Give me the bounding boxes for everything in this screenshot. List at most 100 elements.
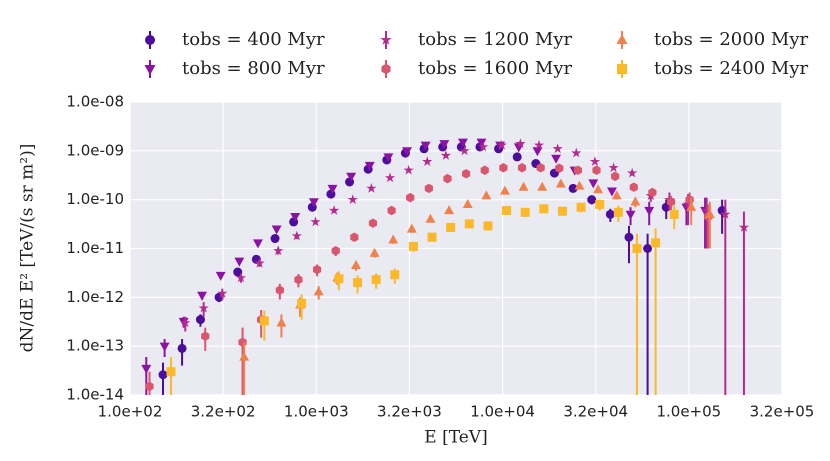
legend-label: tobs = 1600 Myr — [418, 58, 572, 79]
marker — [462, 198, 473, 208]
marker — [515, 138, 526, 149]
marker — [539, 204, 549, 214]
marker — [478, 141, 489, 152]
marker — [669, 209, 679, 219]
x-tick-label: 3.2e+02 — [191, 403, 256, 421]
x-tick-label: 1.0e+02 — [98, 403, 163, 421]
marker — [555, 163, 564, 173]
y-tick-label: 1.0e-10 — [66, 190, 124, 208]
marker — [331, 246, 340, 256]
y-tick-label: 1.0e-13 — [66, 337, 124, 355]
marker — [371, 275, 381, 285]
x-axis-label: E [TeV] — [424, 428, 487, 448]
marker — [589, 156, 601, 167]
marker — [720, 208, 731, 219]
marker — [328, 205, 340, 215]
marker — [520, 207, 530, 217]
marker — [313, 286, 324, 296]
marker — [239, 351, 250, 361]
y-tick-label: 1.0e-09 — [66, 141, 124, 159]
marker — [364, 161, 375, 171]
x-tick-label: 1.0e+04 — [470, 403, 535, 421]
marker — [555, 178, 566, 188]
marker — [480, 165, 489, 175]
marker — [627, 167, 638, 178]
legend-label: tobs = 2000 Myr — [654, 29, 808, 50]
y-tick-label: 1.0e-11 — [66, 239, 124, 257]
marker — [390, 270, 400, 280]
marks — [141, 138, 750, 395]
marker — [234, 257, 245, 267]
marker — [420, 141, 431, 151]
marker — [366, 183, 377, 193]
marker — [588, 179, 599, 189]
legend-label: tobs = 1200 Myr — [418, 29, 572, 50]
marker — [595, 199, 605, 209]
marker — [611, 190, 622, 200]
marker — [425, 213, 436, 223]
marker — [145, 381, 154, 392]
marker — [573, 165, 582, 175]
marker — [406, 192, 415, 203]
marker — [476, 138, 487, 148]
marker — [294, 274, 303, 285]
labels: 1.0e-14 1.0e-13 1.0e-12 1.0e-11 1.0e-10 1.0e-… — [66, 29, 814, 421]
marker — [308, 198, 319, 208]
y-tick-label: 1.0e-12 — [66, 288, 124, 306]
marker — [624, 232, 634, 242]
x-tick-label: 3.2e+05 — [750, 403, 815, 421]
marker — [383, 153, 394, 163]
marker — [346, 172, 357, 182]
marker — [406, 223, 417, 233]
marker — [518, 181, 529, 191]
marker — [177, 343, 187, 353]
marker — [536, 163, 545, 173]
marker — [632, 244, 642, 253]
marker — [532, 147, 543, 157]
y-tick-label: 1.0e-08 — [66, 93, 124, 111]
y-axis-label: dN/dE E² [TeV/(s sr m²)] — [18, 144, 38, 353]
marker — [159, 342, 170, 352]
marker — [593, 184, 604, 194]
marker — [402, 147, 412, 157]
marker — [197, 291, 208, 301]
marker — [512, 152, 522, 162]
marker — [630, 196, 641, 206]
marker — [408, 241, 418, 251]
x-tick-label: 3.2e+03 — [377, 403, 442, 421]
marker — [180, 317, 191, 328]
marker — [380, 34, 392, 45]
marker — [500, 185, 510, 195]
x-tick-label: 3.2e+04 — [563, 403, 628, 421]
y-tick-label: 1.0e-14 — [66, 386, 124, 404]
marker — [464, 219, 474, 229]
marker — [310, 216, 321, 227]
marker — [217, 288, 228, 298]
marker — [312, 264, 322, 275]
marker — [571, 147, 582, 158]
marker — [459, 145, 470, 156]
marker — [499, 163, 508, 173]
marker — [644, 206, 655, 216]
marker — [643, 244, 653, 253]
marker — [273, 245, 284, 256]
marker — [387, 205, 396, 216]
marker — [446, 222, 456, 232]
marker — [381, 63, 391, 75]
x-tick-label: 1.0e+03 — [284, 403, 349, 421]
marker — [440, 150, 452, 160]
marker — [403, 164, 414, 175]
marker — [158, 370, 168, 380]
marker — [198, 302, 209, 313]
marker — [444, 205, 455, 215]
marker — [682, 198, 694, 209]
marker — [253, 239, 263, 249]
marker — [427, 232, 437, 242]
marker — [271, 225, 282, 235]
marker — [297, 298, 307, 308]
marker — [617, 64, 627, 74]
marker — [350, 232, 359, 242]
marker — [457, 138, 468, 148]
marker — [353, 278, 363, 288]
